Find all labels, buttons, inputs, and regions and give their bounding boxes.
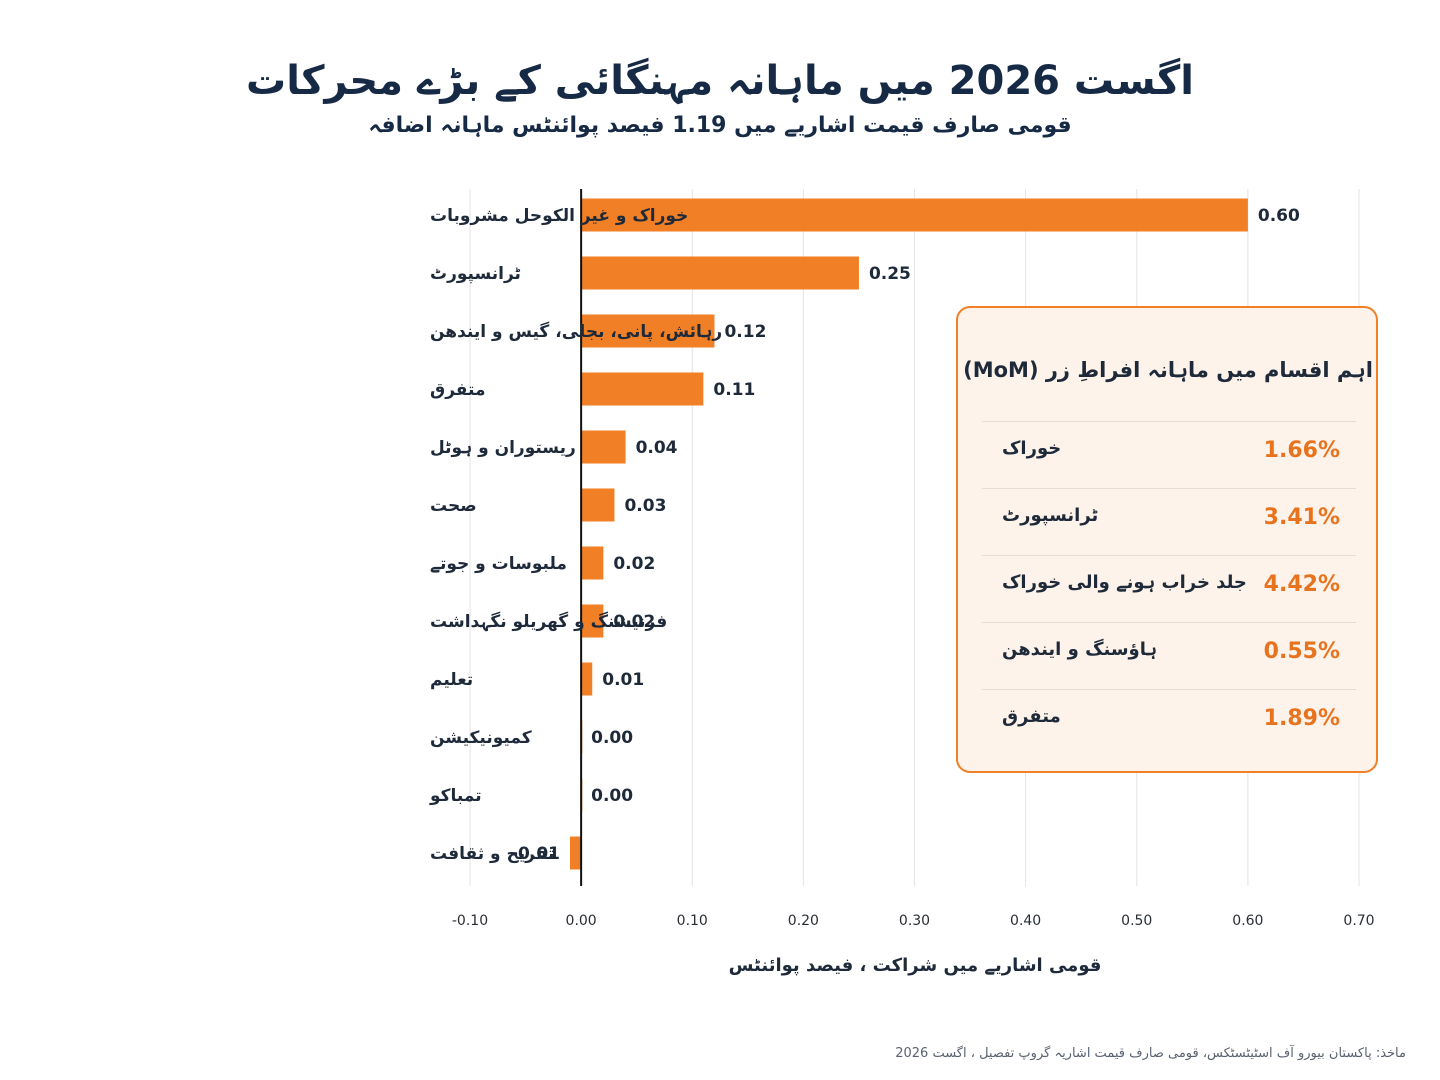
category-label: تعلیم: [430, 670, 473, 690]
x-tick-label: 0.70: [1343, 913, 1374, 929]
x-tick-label: 0.00: [566, 913, 597, 929]
panel-title: اہم اقسام میں ماہانہ افراطِ زر (MoM): [963, 358, 1373, 382]
panel-row-label: جلد خراب ہونے والی خوراک: [1002, 572, 1247, 593]
data-label: 0.04: [636, 438, 678, 458]
panel-row-value: 4.42%: [1263, 572, 1340, 597]
bar: [581, 372, 704, 406]
bars: [570, 198, 1248, 870]
bar: [581, 488, 615, 522]
category-label: ملبوسات و جوتے: [430, 554, 567, 574]
category-label: خوراک و غیر الکوحل مشروبات: [430, 206, 688, 226]
panel-row-label: متفرق: [1002, 706, 1061, 727]
category-label: تفریح و ثقافت: [430, 844, 554, 864]
panel-row-food: خوراک 1.66%: [982, 421, 1356, 488]
chart-title: اگست 2026 میں ماہانہ مہنگائی کے بڑے محرک…: [246, 58, 1194, 104]
panel-row-value: 0.55%: [1263, 639, 1340, 664]
bar: [581, 604, 604, 638]
bar: [581, 430, 626, 464]
category-label: کمیونیکیشن: [430, 728, 532, 748]
data-label: 0.01: [602, 670, 644, 690]
category-label: ریستوران و ہوٹل: [430, 438, 576, 458]
data-label: 0.00: [591, 786, 633, 806]
x-tick-label: 0.40: [1010, 913, 1041, 929]
bar: [581, 546, 604, 580]
data-label: 0.11: [713, 380, 755, 400]
x-tick-label: 0.10: [677, 913, 708, 929]
x-tick-label: 0.50: [1121, 913, 1152, 929]
data-label: 0.12: [724, 322, 766, 342]
data-label: 0.60: [1258, 206, 1300, 226]
panel-row-transport: ٹرانسپورٹ 3.41%: [982, 488, 1356, 555]
panel-row-label: خوراک: [1002, 438, 1062, 459]
x-tick-label: 0.60: [1232, 913, 1263, 929]
data-label: 0.00: [591, 728, 633, 748]
panel-row-value: 1.66%: [1263, 438, 1340, 463]
panel-row-value: 3.41%: [1263, 505, 1340, 530]
category-label: رہائش، پانی، بجلی، گیس و ایندھن: [430, 321, 722, 342]
category-label: متفرق: [430, 380, 485, 400]
panel-row-label: ہاؤسنگ و ایندھن: [1002, 639, 1158, 660]
x-tick-label: -0.10: [452, 913, 488, 929]
category-label: ٹرانسپورٹ: [430, 264, 521, 284]
panel-row-misc: متفرق 1.89%: [982, 689, 1356, 756]
category-label: فرنیشنگ و گھریلو نگہداشت: [430, 611, 667, 632]
bar: [570, 836, 582, 870]
mom-inflation-panel: اہم اقسام میں ماہانہ افراطِ زر (MoM) خور…: [956, 306, 1378, 773]
category-label: تمباکو: [429, 786, 482, 806]
bar: [581, 198, 1248, 232]
panel-row-value: 1.89%: [1263, 706, 1340, 731]
data-label: 0.02: [613, 612, 655, 632]
bar: [581, 314, 715, 348]
x-tick-label: 0.30: [899, 913, 930, 929]
labels: -0.10 0.00 0.10 0.20 0.30 0.40 0.50 0.60 0.70 خور…: [429, 206, 1375, 929]
panel-row-label: ٹرانسپورٹ: [1002, 505, 1099, 526]
data-label: 0.25: [869, 264, 911, 284]
x-tick-label: 0.20: [788, 913, 819, 929]
panel-row-perishable-food: جلد خراب ہونے والی خوراک 4.42%: [982, 555, 1356, 622]
source-note: ماخذ: پاکستان بیورو آف اسٹیٹسٹکس، قومی ص…: [895, 1046, 1406, 1061]
category-label: صحت: [430, 496, 477, 516]
bar: [581, 662, 593, 696]
data-label: -0.01: [511, 844, 560, 864]
panel-row-housing-fuel: ہاؤسنگ و ایندھن 0.55%: [982, 622, 1356, 689]
chart-subtitle: قومی صارف قیمت اشاریے میں 1.19 فیصد پوائ…: [368, 113, 1072, 138]
data-label: 0.03: [624, 496, 666, 516]
bar: [581, 256, 859, 290]
x-axis-label: قومی اشاریے میں شراکت ، فیصد پوائنٹس: [728, 955, 1102, 976]
data-label: 0.02: [613, 554, 655, 574]
